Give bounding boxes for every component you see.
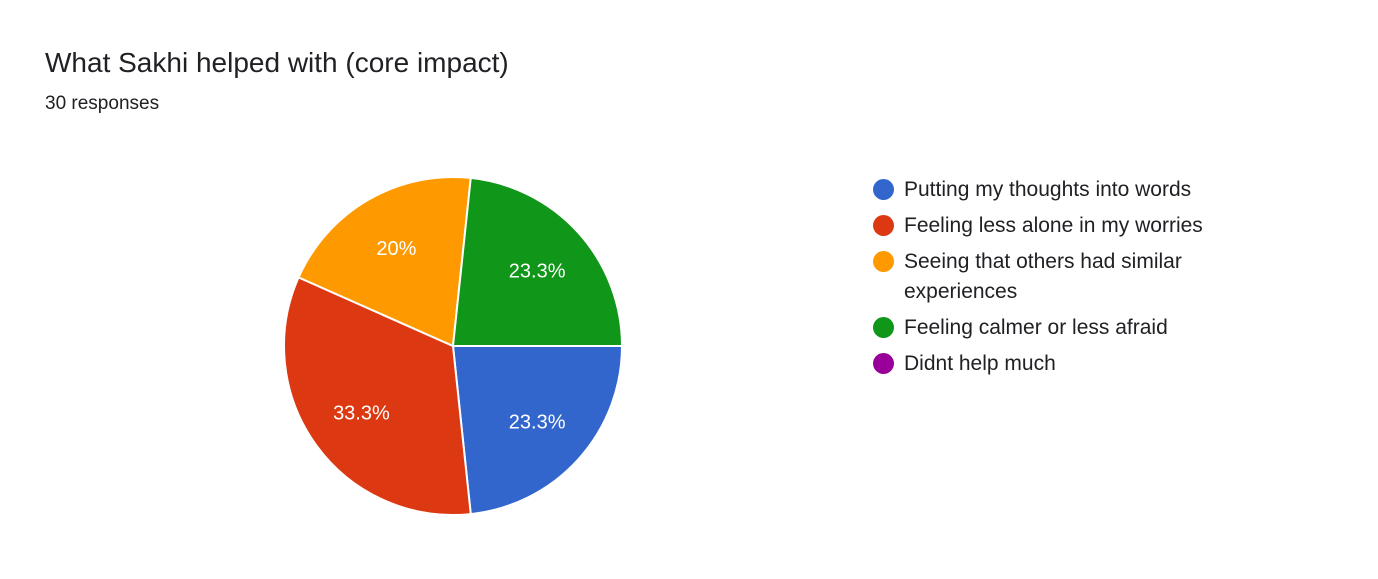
legend-label: Putting my thoughts into words [904,178,1192,201]
legend-swatch [873,251,894,272]
legend-swatch [873,215,894,236]
pie-slice[interactable] [451,176,624,347]
slice-label: 23.3% [509,412,566,434]
legend-label: Didnt help much [904,352,1056,375]
legend-item[interactable]: Didnt help much [873,349,1244,379]
pie-slice[interactable] [283,276,472,516]
chart-title: What Sakhi helped with (core impact) [45,47,509,78]
slice-label: 23.3% [509,260,566,282]
legend-item[interactable]: Putting my thoughts into words [873,175,1244,205]
pie-slice[interactable] [297,176,472,348]
legend-label: Seeing that others had similar experienc… [904,250,1182,303]
slice-label: 33.3% [333,403,390,425]
slice-label: 20% [376,238,416,260]
legend-swatch [873,179,894,200]
legend-swatch [873,353,894,374]
legend-item[interactable]: Feeling less alone in my worries [873,211,1244,241]
pie-slice[interactable] [451,345,624,516]
legend-item[interactable]: Feeling calmer or less afraid [873,313,1244,343]
response-count: 30 responses [45,93,160,114]
legend-label: Feeling calmer or less afraid [904,316,1168,339]
legend: Putting my thoughts into words Feeling le… [873,175,1244,385]
legend-label: Feeling less alone in my worries [904,214,1203,237]
legend-swatch [873,317,894,338]
legend-item[interactable]: Seeing that others had similar experienc… [873,247,1244,307]
